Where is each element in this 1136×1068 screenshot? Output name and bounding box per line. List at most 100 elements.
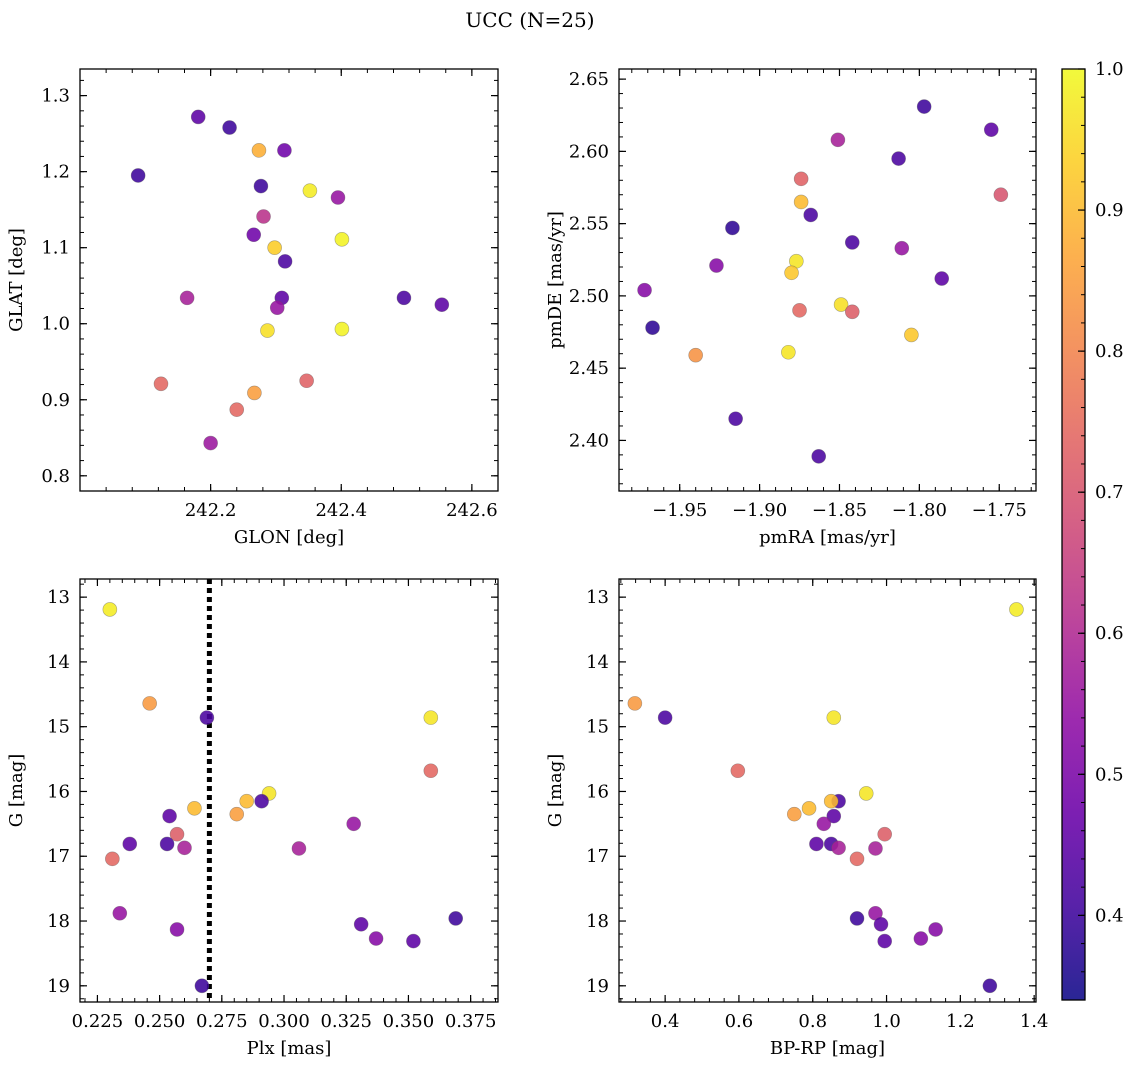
- y-tick-label: 1.0: [41, 314, 70, 335]
- scatter-point: [793, 194, 809, 210]
- x-tick-label: −1.90: [732, 500, 787, 521]
- scatter-point: [913, 931, 929, 946]
- x-tick-label: −1.75: [972, 500, 1027, 521]
- scatter-point: [983, 122, 999, 137]
- x-tick-label: −1.80: [892, 500, 947, 521]
- x-tick-label: 0.300: [258, 1011, 310, 1032]
- scatter-point: [353, 916, 369, 932]
- y-tick-label: 1.3: [41, 86, 70, 107]
- scatter-point: [934, 271, 950, 286]
- y-tick-label: 13: [586, 587, 609, 608]
- scatter-point: [102, 602, 118, 617]
- x-axis-label: pmRA [mas/yr]: [759, 527, 896, 548]
- scatter-point: [159, 836, 175, 852]
- x-tick-label: −1.95: [652, 500, 707, 521]
- scatter-point: [222, 120, 237, 135]
- y-tick-label: 2.65: [569, 69, 609, 90]
- y-tick-label: 18: [47, 911, 70, 932]
- scatter-point: [368, 931, 384, 946]
- scatter-point: [112, 905, 128, 921]
- scatter-point: [831, 840, 846, 856]
- x-tick-label: 0.250: [134, 1011, 186, 1032]
- scatter-point: [725, 220, 740, 236]
- y-tick-label: 1.1: [41, 238, 70, 259]
- scatter-point: [826, 808, 842, 824]
- scatter-point: [891, 151, 906, 166]
- scatter-point: [229, 806, 245, 822]
- scatter-point: [709, 258, 724, 273]
- y-tick-label: 2.50: [569, 286, 609, 307]
- scatter-point: [423, 710, 439, 725]
- scatter-point: [916, 99, 932, 114]
- y-tick-label: 16: [586, 781, 609, 802]
- scatter-point: [291, 841, 307, 856]
- scatter-point: [423, 763, 439, 779]
- y-tick-label: 17: [586, 846, 609, 867]
- x-tick-label: 0.225: [72, 1011, 124, 1032]
- y-tick-label: 19: [586, 976, 609, 997]
- axes-frame: [79, 578, 499, 1003]
- scatter-point: [627, 696, 643, 711]
- x-tick-label: 0.325: [320, 1011, 372, 1032]
- scatter-point: [302, 183, 318, 198]
- x-axis-label: BP-RP [mag]: [770, 1038, 885, 1059]
- scatter-point: [448, 911, 464, 926]
- y-tick-label: 17: [47, 846, 70, 867]
- scatter-point: [247, 385, 262, 401]
- scatter-point: [645, 320, 660, 335]
- scatter-point: [153, 376, 169, 392]
- colorbar-tick-label: 0.5: [1095, 764, 1124, 785]
- colorbar-tick-label: 1.0: [1095, 59, 1124, 80]
- scatter-point: [868, 841, 883, 856]
- scatter-point: [830, 132, 846, 148]
- scatter-point: [803, 207, 819, 223]
- colorbar-gradient: [1062, 69, 1085, 1000]
- scatter-point: [873, 916, 889, 932]
- scatter-point: [254, 793, 269, 809]
- scatter-point: [277, 143, 292, 158]
- y-axis-label: G [mag]: [6, 754, 27, 827]
- colorbar-tick-label: 0.4: [1095, 905, 1124, 926]
- y-tick-label: 13: [47, 587, 70, 608]
- y-tick-label: 18: [586, 911, 609, 932]
- x-tick-label: 242.2: [185, 500, 237, 521]
- scatter-point: [169, 922, 185, 937]
- y-tick-label: 16: [47, 781, 70, 802]
- scatter-point: [688, 347, 703, 363]
- scatter-panel: 0.4 0.6 0.8 1.0 1.2 1.4 13 14 15 16 17 18 19 BP-RP [m…: [545, 578, 1049, 1059]
- colorbar-frame: [1061, 68, 1086, 1001]
- scatter-point: [728, 411, 743, 427]
- y-tick-label: 15: [586, 717, 609, 738]
- axes-frame: [618, 68, 1037, 492]
- scatter-point: [823, 793, 839, 809]
- x-tick-label: 1.4: [1020, 1011, 1049, 1032]
- axes-frame: [618, 578, 1037, 1003]
- y-tick-label: 1.2: [41, 162, 70, 183]
- y-tick-label: 0.9: [41, 390, 70, 411]
- scatter-point: [849, 851, 865, 867]
- scatter-point: [781, 344, 796, 360]
- scatter-point: [194, 978, 210, 994]
- x-tick-label: 0.275: [196, 1011, 248, 1032]
- scatter-point: [330, 190, 346, 205]
- y-tick-label: 2.40: [569, 430, 609, 451]
- scatter-point: [169, 826, 185, 842]
- scatter-panel: 242.2 242.4 242.6 0.8 0.9 1.0 1.1 1.2 1.3 GLON [d…: [6, 68, 499, 548]
- scatter-point: [251, 143, 267, 158]
- x-tick-label: 1.2: [946, 1011, 975, 1032]
- x-tick-label: 1.0: [872, 1011, 901, 1032]
- scatter-point: [877, 826, 892, 842]
- scatter-point: [406, 933, 421, 949]
- scatter-point: [162, 808, 177, 824]
- scatter-point: [816, 816, 832, 832]
- x-tick-label: 0.4: [651, 1011, 680, 1032]
- colorbar: 0.4 0.5 0.6 0.7 0.8 0.9 1.0: [1061, 59, 1124, 1001]
- scatter-point: [844, 235, 860, 250]
- scatter-point: [179, 290, 195, 306]
- scatter-point: [246, 227, 262, 243]
- colorbar-tick-label: 0.7: [1095, 482, 1124, 503]
- scatter-point: [187, 801, 202, 816]
- scatter-point: [277, 254, 293, 269]
- scatter-point: [894, 240, 910, 256]
- y-axis-label: GLAT [deg]: [6, 228, 27, 332]
